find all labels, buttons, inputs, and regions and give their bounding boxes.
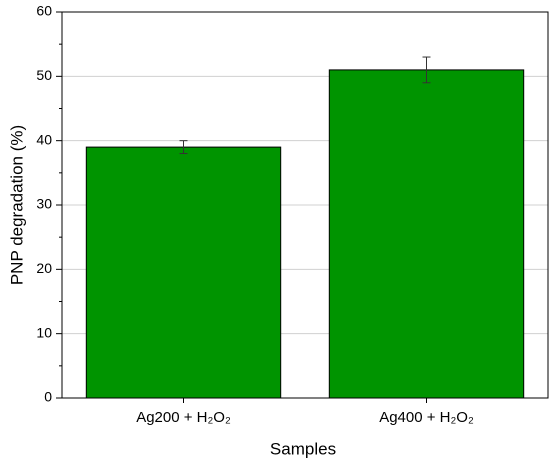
y-tick-label: 10 — [36, 324, 52, 340]
y-tick-label: 60 — [36, 3, 52, 19]
x-axis-title: Samples — [270, 439, 336, 458]
error-bar — [179, 140, 188, 155]
y-tick-label: 20 — [36, 260, 52, 276]
x-tick-label: Ag200 + H₂O₂ — [136, 409, 231, 426]
y-tick-label: 30 — [36, 196, 52, 212]
y-axis-title: PNP degradation (%) — [7, 125, 26, 285]
x-tick-label: Ag400 + H₂O₂ — [379, 409, 474, 426]
bar — [328, 69, 525, 399]
bar — [85, 146, 282, 399]
error-bar — [422, 56, 431, 84]
y-tick-label: 50 — [36, 67, 52, 83]
y-tick-label: 40 — [36, 131, 52, 147]
plot-frame — [61, 11, 549, 399]
y-tick-label: 0 — [44, 389, 52, 405]
